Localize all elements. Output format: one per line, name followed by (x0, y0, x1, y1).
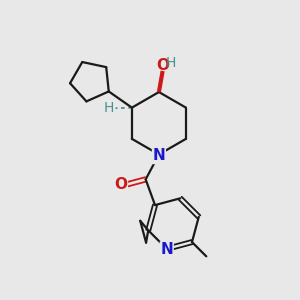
Text: O: O (114, 177, 127, 192)
Text: N: N (152, 148, 165, 164)
Text: H: H (104, 101, 114, 115)
Text: H: H (166, 56, 176, 70)
Text: N: N (160, 242, 173, 257)
Text: O: O (157, 58, 170, 73)
